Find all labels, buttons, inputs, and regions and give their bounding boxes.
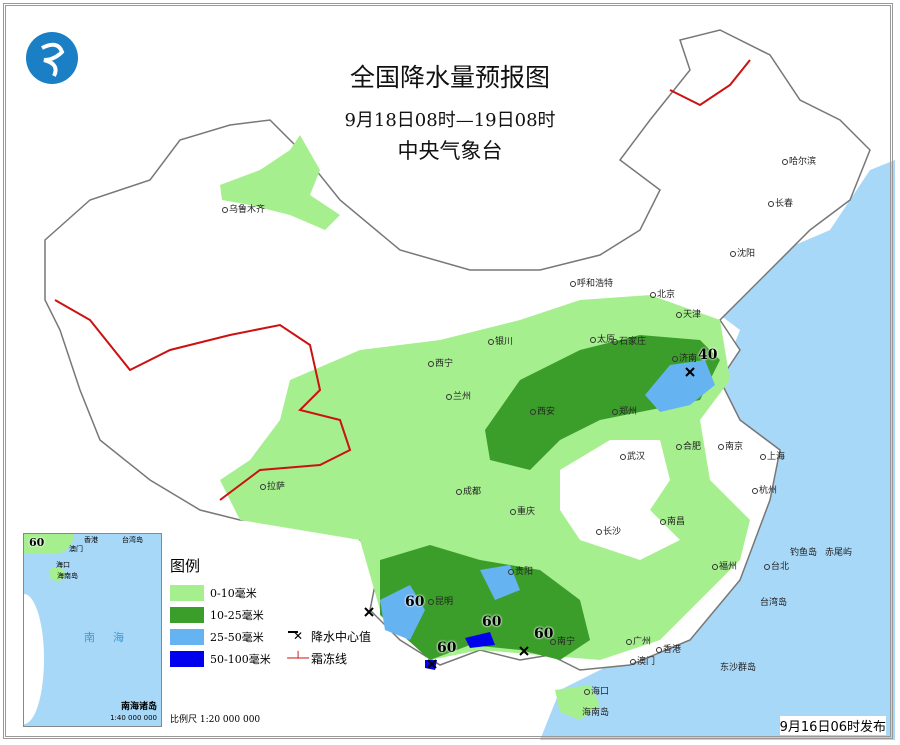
legend-swatch bbox=[170, 629, 204, 645]
south-china-sea-inset: 60 香港 澳门 台湾岛 海口 海南岛 南海 南海诸岛 1:40 000 000 bbox=[23, 533, 162, 727]
legend-title: 图例 bbox=[170, 557, 201, 575]
city-label: 天津 bbox=[676, 307, 701, 320]
map-frame bbox=[3, 3, 893, 739]
place-label: 钓鱼岛 bbox=[790, 548, 818, 558]
place-label: 海南岛 bbox=[582, 708, 610, 718]
legend-swatch bbox=[170, 607, 204, 623]
city-label: 长春 bbox=[768, 196, 793, 209]
legend-symbols: ✕ 降水中心值 ─┴─ 霜冻线 bbox=[285, 625, 371, 669]
city-label: 哈尔滨 bbox=[782, 154, 816, 167]
inset-sea-label: 南海 bbox=[84, 631, 142, 644]
inset-value: 60 bbox=[29, 536, 45, 549]
inset-label: 澳门 bbox=[69, 545, 83, 553]
rain-0-10 bbox=[220, 135, 340, 230]
city-label: 贵阳 bbox=[508, 564, 533, 577]
legend-label: 霜冻线 bbox=[311, 651, 348, 666]
city-label: 银川 bbox=[488, 334, 513, 347]
rain-25-50 bbox=[645, 360, 715, 412]
inset-scale: 1:40 000 000 bbox=[110, 714, 157, 722]
inset-name: 南海诸岛 bbox=[120, 702, 157, 712]
city-label: 台北 bbox=[764, 559, 789, 572]
value-label: 60 bbox=[534, 626, 554, 642]
city-label: 南京 bbox=[718, 439, 743, 452]
inset-label: 海口 bbox=[56, 561, 70, 569]
city-label: 香港 bbox=[656, 642, 681, 655]
city-label: 北京 bbox=[650, 287, 675, 300]
city-label: 郑州 bbox=[612, 404, 637, 417]
rain-50-100 bbox=[465, 632, 495, 648]
legend-item: 10-25毫米 bbox=[170, 604, 271, 626]
rain-center-markers bbox=[288, 367, 695, 669]
city-label: 济南 bbox=[672, 351, 697, 364]
city-label: 合肥 bbox=[676, 439, 701, 452]
legend-swatch bbox=[170, 651, 204, 667]
cross-icon: ✕ bbox=[292, 629, 304, 643]
scale-label: 比例尺 1:20 000 000 bbox=[170, 715, 261, 725]
city-label: 澳门 bbox=[630, 654, 655, 667]
legend-item: 25-50毫米 bbox=[170, 626, 271, 648]
map-title: 全国降水量预报图 bbox=[349, 63, 550, 92]
inset-label: 台湾岛 bbox=[122, 536, 143, 544]
logo-icon bbox=[26, 32, 78, 84]
legend-label: 0-10毫米 bbox=[210, 587, 257, 600]
legend-label: 降水中心值 bbox=[311, 629, 372, 644]
city-label: 拉萨 bbox=[260, 479, 285, 492]
city-label: 沈阳 bbox=[730, 246, 755, 259]
value-label: 60 bbox=[482, 614, 502, 630]
city-label: 太原 bbox=[590, 332, 615, 345]
city-label: 呼和浩特 bbox=[570, 276, 613, 289]
city-label: 成都 bbox=[456, 484, 481, 497]
city-label: 福州 bbox=[712, 559, 737, 572]
no-rain-area bbox=[560, 440, 680, 560]
city-label: 兰州 bbox=[446, 389, 471, 402]
city-label: 长沙 bbox=[596, 524, 621, 537]
frost-line bbox=[669, 59, 751, 107]
city-label: 昆明 bbox=[428, 594, 453, 607]
city-label: 武汉 bbox=[620, 449, 645, 462]
value-label: 60 bbox=[405, 594, 425, 610]
city-label: 杭州 bbox=[752, 483, 777, 496]
legend: 图例 0-10毫米 10-25毫米 25-50毫米 50-100毫米 bbox=[170, 555, 271, 670]
inset-label: 海南岛 bbox=[57, 572, 78, 580]
forecast-period: 9月18日08时—19日08时 bbox=[344, 110, 556, 131]
legend-item: 0-10毫米 bbox=[170, 582, 271, 604]
issuer: 中央气象台 bbox=[397, 139, 503, 163]
legend-swatch bbox=[170, 585, 204, 601]
place-label: 台湾岛 bbox=[760, 598, 788, 608]
place-label: 赤尾屿 bbox=[825, 548, 853, 558]
frost-line-icon: ─┴─ bbox=[287, 651, 309, 665]
rain-25-50 bbox=[380, 585, 425, 640]
city-label: 上海 bbox=[760, 449, 785, 462]
city-label: 海口 bbox=[584, 684, 609, 697]
sea bbox=[540, 160, 895, 740]
city-label: 南宁 bbox=[550, 634, 575, 647]
frost-line bbox=[54, 299, 352, 501]
city-label: 南昌 bbox=[660, 514, 685, 527]
value-label: 40 bbox=[698, 347, 718, 363]
legend-label: 10-25毫米 bbox=[210, 609, 264, 622]
place-label: 东沙群岛 bbox=[720, 663, 757, 673]
city-label: 石家庄 bbox=[612, 334, 646, 347]
legend-label: 25-50毫米 bbox=[210, 631, 264, 644]
city-label: 西安 bbox=[530, 404, 555, 417]
issue-time: 9月16日06时发布 bbox=[779, 716, 886, 735]
legend-item: 50-100毫米 bbox=[170, 648, 271, 670]
inset-label: 香港 bbox=[84, 536, 98, 544]
city-label: 广州 bbox=[626, 634, 651, 647]
rain-10-25 bbox=[485, 335, 720, 470]
legend-label: 50-100毫米 bbox=[210, 653, 271, 666]
city-label: 西宁 bbox=[428, 356, 453, 369]
city-label: 乌鲁木齐 bbox=[222, 202, 265, 215]
city-label: 重庆 bbox=[510, 504, 535, 517]
rain-10-25 bbox=[380, 545, 590, 660]
value-label: 60 bbox=[437, 640, 457, 656]
